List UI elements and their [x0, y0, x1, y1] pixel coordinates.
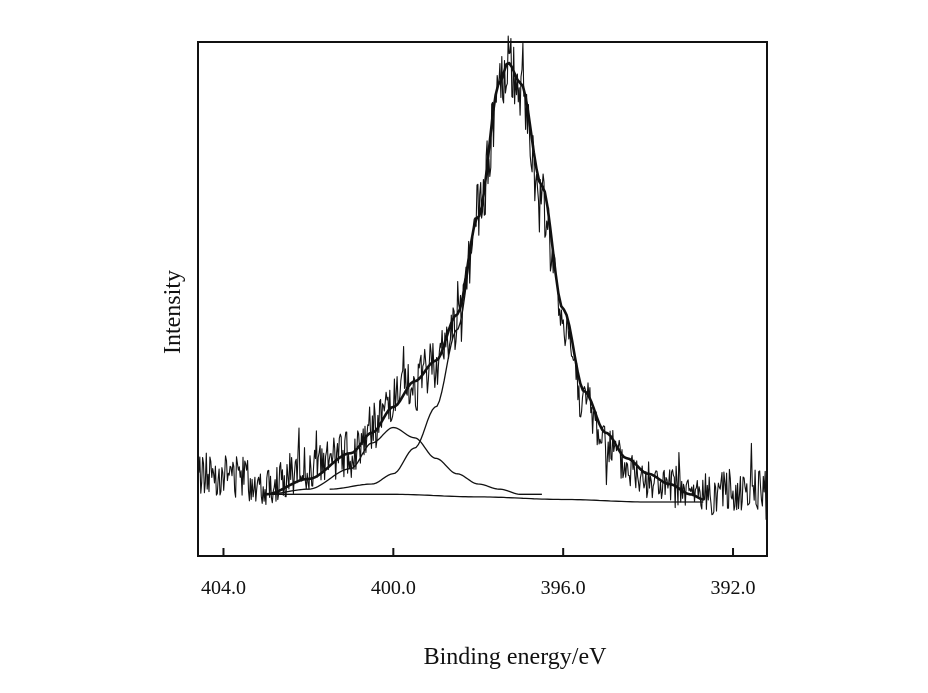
x-tick-label: 396.0 — [541, 577, 586, 599]
series-baseline — [265, 493, 704, 503]
x-axis-title: Binding energy/eV — [424, 644, 608, 670]
series-component-1 — [265, 426, 542, 495]
x-tick-label: 404.0 — [201, 577, 246, 599]
series-component-2 — [329, 62, 704, 501]
x-ticks: 404.0 400.0 396.0 392.0 — [201, 548, 756, 599]
x-tick-label: 392.0 — [711, 577, 756, 599]
plot-frame — [197, 41, 768, 557]
x-tick-label: 400.0 — [371, 577, 416, 599]
series-layer — [197, 35, 768, 520]
series-fit-envelope — [265, 61, 704, 501]
y-axis-title: Intensity — [160, 270, 186, 354]
series-measured — [197, 35, 768, 520]
